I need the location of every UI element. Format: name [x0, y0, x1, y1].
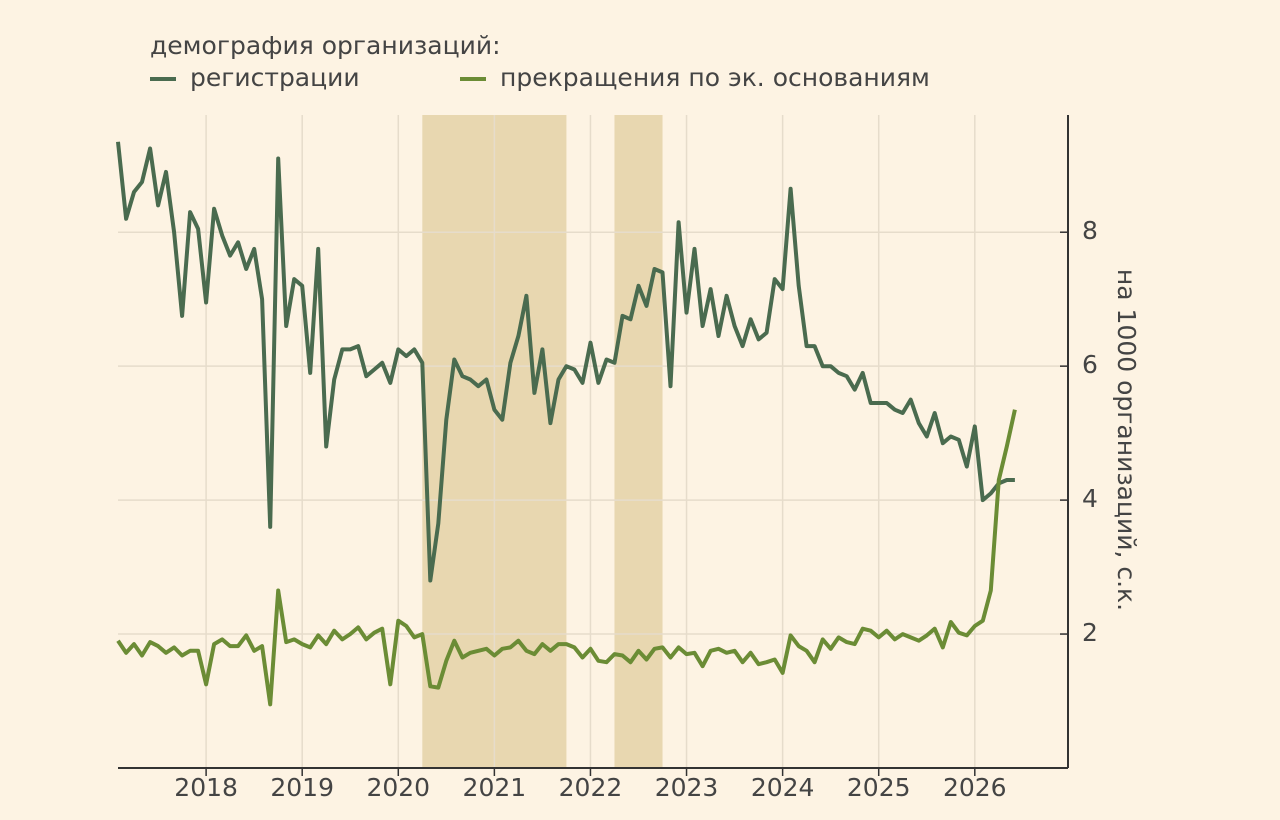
y-axis-label: на 1000 организаций, с.к.	[1112, 269, 1141, 611]
x-tick-label: 2025	[847, 773, 911, 802]
x-tick-label: 2024	[751, 773, 815, 802]
x-tick-label: 2022	[559, 773, 623, 802]
shaded-region	[614, 115, 663, 768]
x-tick-label: 2026	[943, 773, 1007, 802]
x-tick-label: 2021	[463, 773, 527, 802]
x-tick-label: 2019	[270, 773, 334, 802]
y-tick-label: 6	[1082, 350, 1098, 379]
x-tick-label: 2023	[655, 773, 719, 802]
x-tick-label: 2020	[366, 773, 430, 802]
y-tick-label: 8	[1082, 216, 1098, 245]
y-tick-label: 2	[1082, 618, 1098, 647]
legend-label: регистрации	[190, 63, 360, 92]
legend-label: прекращения по эк. основаниям	[500, 63, 930, 92]
y-tick-label: 4	[1082, 484, 1098, 513]
chart-title: демография организаций:	[150, 31, 501, 60]
series-line	[116, 141, 1015, 583]
x-tick-label: 2018	[174, 773, 238, 802]
series-line	[116, 409, 1017, 707]
